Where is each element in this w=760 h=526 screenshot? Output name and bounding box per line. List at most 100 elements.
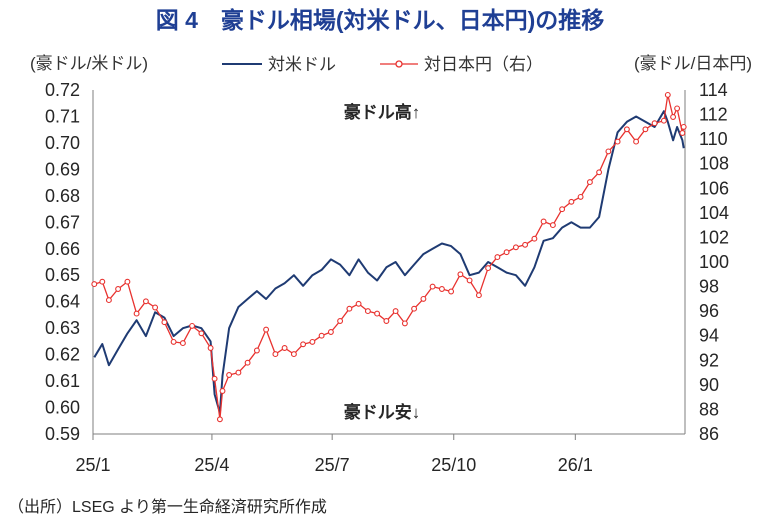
left-tick-label: 0.64 [45, 292, 80, 312]
x-tick-label: 25/7 [315, 455, 350, 475]
series-marker-jpy [142, 298, 149, 305]
left-tick-label: 0.72 [45, 80, 80, 100]
series-marker-jpy [105, 297, 112, 304]
series-marker-jpy [485, 265, 492, 272]
series-marker-jpy [198, 330, 205, 337]
series-marker-jpy [577, 193, 584, 200]
right-tick-label: 94 [699, 326, 719, 346]
x-tick-label: 25/10 [431, 455, 476, 475]
series-marker-jpy [623, 126, 630, 133]
x-tick-label: 26/1 [558, 455, 593, 475]
series-marker-jpy [664, 91, 671, 98]
series-marker-jpy [512, 244, 519, 251]
chart-title: 図 4 豪ドル相場(対米ドル、日本円)の推移 [156, 7, 605, 33]
series-marker-jpy [605, 148, 612, 155]
left-tick-labels: 0.59 0.60 0.61 0.62 0.63 0.64 0.65 0.66 0.67 0.68… [45, 80, 80, 444]
right-tick-label: 114 [699, 80, 728, 100]
series-marker-jpy [161, 319, 168, 326]
right-tick-label: 100 [699, 252, 729, 272]
left-tick-label: 0.59 [45, 424, 80, 444]
series-marker-jpy [448, 288, 455, 295]
series-marker-jpy [651, 120, 658, 127]
series-marker-jpy [503, 249, 510, 256]
series-layer [91, 91, 687, 423]
legend: 対米ドル 対日本円（右） [222, 55, 543, 74]
right-tick-label: 96 [699, 301, 719, 321]
series-marker-jpy [337, 318, 344, 324]
left-tick-label: 0.65 [45, 265, 80, 285]
series-marker-jpy [549, 222, 556, 229]
series-marker-jpy [568, 198, 575, 205]
series-marker-jpy [420, 295, 427, 302]
series-line-jpy [94, 94, 685, 420]
series-marker-jpy [660, 117, 667, 124]
series-marker-jpy [466, 277, 473, 284]
left-tick-label: 0.69 [45, 159, 80, 179]
series-marker-jpy [115, 286, 122, 292]
series-line-usd [93, 110, 685, 414]
left-tick-label: 0.66 [45, 239, 80, 259]
series-marker-jpy [170, 338, 177, 345]
series-marker-jpy [429, 283, 436, 290]
series-marker-jpy [253, 347, 260, 354]
series-marker-jpy [475, 292, 482, 299]
series-marker-jpy [586, 179, 593, 186]
series-marker-jpy [309, 338, 316, 345]
annotation-aud-strong: 豪ドル高↑ [344, 102, 421, 122]
series-marker-jpy [272, 351, 279, 358]
series-marker-jpy [494, 254, 501, 261]
axes [92, 90, 686, 435]
series-marker-jpy [235, 369, 242, 376]
left-tick-label: 0.61 [45, 371, 80, 391]
series-marker-jpy [411, 305, 418, 312]
right-tick-labels: 86 88 90 92 94 96 98 100 102 104 106 108 110 112 114 [699, 80, 729, 444]
right-tick-label: 88 [699, 399, 719, 419]
left-tick-label: 0.62 [45, 345, 80, 365]
series-marker-jpy [300, 341, 307, 348]
series-marker-jpy [346, 305, 353, 312]
left-tick-label: 0.63 [45, 318, 80, 338]
right-tick-label: 90 [699, 375, 719, 395]
left-tick-label: 0.60 [45, 398, 80, 418]
series-marker-jpy [318, 332, 325, 339]
series-marker-jpy [540, 218, 547, 225]
right-tick-label: 112 [699, 105, 728, 125]
source-note: （出所）LSEG より第一生命経済研究所作成 [8, 498, 327, 516]
series-marker-jpy [290, 351, 297, 358]
legend-label-usd: 対米ドル [268, 55, 336, 74]
series-marker-jpy [522, 241, 529, 248]
series-marker-jpy [281, 345, 288, 351]
series-marker-jpy [679, 130, 686, 136]
series-marker-jpy [642, 126, 649, 133]
right-tick-label: 102 [699, 227, 729, 247]
series-marker-jpy [392, 308, 399, 315]
series-marker-jpy [559, 206, 566, 213]
series-marker-jpy [401, 320, 408, 327]
series-marker-jpy [226, 372, 233, 378]
series-marker-jpy [374, 310, 381, 317]
left-tick-label: 0.67 [45, 212, 80, 232]
right-tick-label: 92 [699, 350, 719, 370]
x-tick-label: 25/4 [194, 455, 229, 475]
series-marker-jpy [670, 114, 677, 120]
legend-marker-jpy [395, 60, 403, 68]
annotation-aud-weak: 豪ドル安↓ [344, 402, 421, 422]
series-marker-jpy [531, 235, 538, 242]
series-marker-jpy [383, 318, 390, 324]
left-axis-title: (豪ドル/米ドル) [30, 53, 148, 73]
series-marker-jpy [633, 138, 640, 145]
series-marker-jpy [438, 286, 445, 292]
series-marker-jpy [179, 340, 186, 347]
series-marker-jpy [133, 310, 140, 317]
right-tick-label: 106 [699, 178, 729, 198]
series-marker-jpy [99, 278, 106, 285]
series-marker-jpy [207, 345, 214, 351]
right-tick-label: 104 [699, 203, 729, 223]
series-marker-jpy [596, 169, 603, 176]
series-marker-jpy [219, 388, 226, 394]
right-tick-label: 98 [699, 277, 719, 297]
series-marker-jpy [211, 375, 218, 382]
series-marker-jpy [355, 300, 362, 307]
right-tick-label: 86 [699, 424, 719, 444]
